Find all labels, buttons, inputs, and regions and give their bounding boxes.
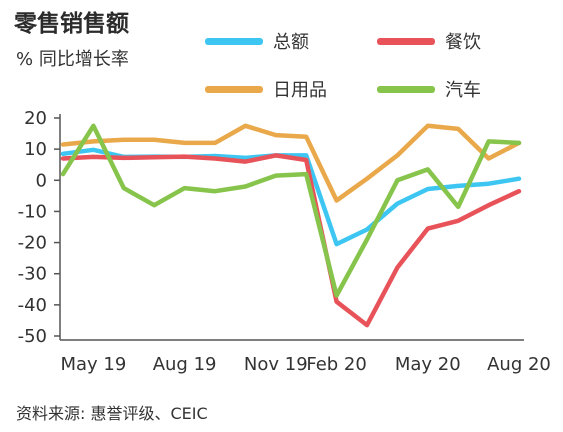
y-tick-label: -20 xyxy=(18,233,47,254)
y-tick-label: -50 xyxy=(18,326,47,347)
y-tick-label: -10 xyxy=(18,201,47,222)
legend-label: 总额 xyxy=(273,32,309,53)
source-note: 资料来源: 惠誉评级、CEIC xyxy=(16,404,208,423)
x-tick-label: May 20 xyxy=(395,354,461,375)
legend-item-catering: 餐饮 xyxy=(377,28,481,54)
legend-swatch xyxy=(205,37,263,45)
series-line-1 xyxy=(60,153,522,328)
y-tick-label: 20 xyxy=(24,108,47,129)
y-tick-label: -40 xyxy=(18,295,47,316)
y-tick-label: -30 xyxy=(18,264,47,285)
x-tick-label: May 19 xyxy=(60,354,126,375)
legend-item-daily-goods: 日用品 xyxy=(205,76,327,102)
legend-label: 餐饮 xyxy=(445,32,481,53)
legend-swatch xyxy=(377,85,435,93)
legend-swatch xyxy=(377,37,435,45)
series-line-2 xyxy=(60,123,522,203)
x-tick-label: Aug 19 xyxy=(153,354,217,375)
legend-swatch xyxy=(205,85,263,93)
x-tick-label: Feb 20 xyxy=(306,354,367,375)
x-tick-label: Nov 19 xyxy=(244,354,308,375)
chart-subtitle: % 同比增长率 xyxy=(16,49,129,70)
legend-item-auto: 汽车 xyxy=(377,76,481,102)
series-line-3 xyxy=(60,123,522,298)
legend-label: 汽车 xyxy=(445,80,481,101)
y-tick-label: 0 xyxy=(36,170,47,191)
y-tick-label: 10 xyxy=(24,139,47,160)
legend-item-total: 总额 xyxy=(205,28,309,54)
legend-label: 日用品 xyxy=(273,80,327,101)
chart-title: 零售销售额 xyxy=(14,11,129,37)
x-tick-label: Aug 20 xyxy=(487,354,551,375)
